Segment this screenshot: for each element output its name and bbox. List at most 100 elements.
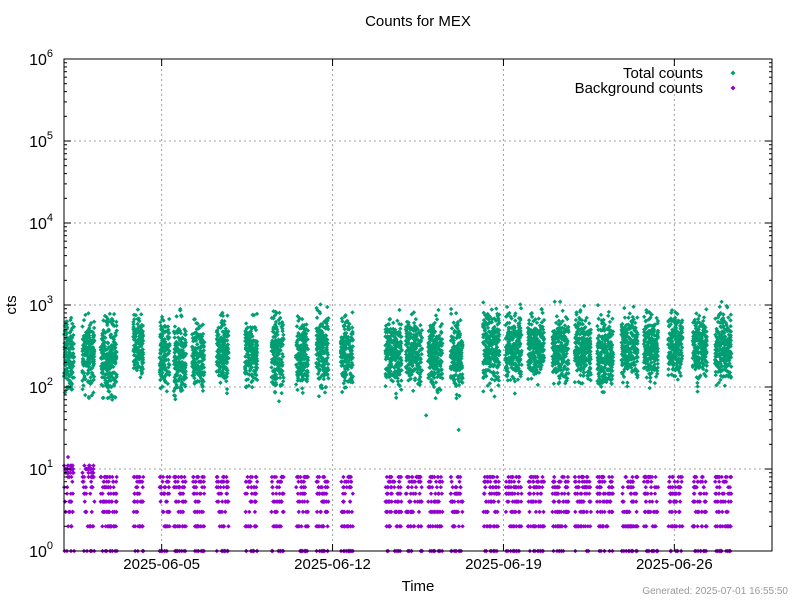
background-count-point [460, 509, 465, 515]
background-count-point [348, 479, 354, 484]
background-count-point [247, 479, 252, 484]
background-count-point [516, 479, 521, 484]
background-count-point [298, 474, 303, 480]
background-count-point [540, 524, 545, 529]
total-count-point [136, 363, 141, 369]
total-count-point [108, 335, 114, 340]
background-count-point [649, 499, 655, 504]
background-count-point [428, 491, 434, 496]
background-count-point [403, 509, 409, 515]
background-count-point [419, 484, 424, 490]
background-count-point [704, 491, 709, 496]
background-count-point [506, 499, 511, 504]
total-count-point [136, 330, 141, 335]
total-count-point [80, 324, 85, 329]
background-count-point [247, 509, 252, 515]
total-count-point [101, 318, 106, 323]
background-count-point [458, 484, 463, 490]
background-count-point [350, 524, 355, 529]
total-count-point [71, 355, 76, 360]
background-count-point [191, 474, 196, 480]
total-count-point [140, 347, 145, 352]
background-count-point [99, 474, 104, 480]
total-count-point [67, 359, 73, 364]
background-count-point [563, 479, 568, 484]
background-count-point [194, 509, 200, 515]
total-count-point [139, 371, 144, 376]
background-count-point [584, 509, 590, 515]
background-count-point [83, 484, 89, 490]
background-count-point [108, 491, 114, 496]
background-count-point [200, 474, 205, 480]
background-count-point [384, 474, 390, 480]
background-count-point [104, 474, 109, 480]
background-count-point [631, 499, 636, 504]
background-count-point [278, 524, 283, 529]
background-count-point [201, 479, 207, 484]
total-count-point [418, 323, 423, 328]
background-count-point [579, 524, 584, 529]
background-count-point [70, 509, 75, 515]
background-count-point [92, 499, 97, 504]
total-count-point [111, 370, 117, 375]
background-count-point [426, 499, 431, 504]
background-count-point [165, 474, 170, 480]
total-count-point [63, 349, 69, 354]
total-count-point [323, 385, 328, 390]
total-count-point [106, 389, 112, 394]
background-count-point [600, 474, 605, 480]
background-count-point [552, 484, 557, 490]
total-count-point [98, 345, 103, 350]
background-count-point [190, 479, 196, 484]
background-count-point [506, 474, 511, 480]
background-count-point [669, 509, 674, 515]
background-count-point [163, 499, 169, 504]
background-count-point [510, 499, 515, 504]
background-count-point [455, 491, 460, 496]
background-count-point [252, 509, 258, 515]
background-count-point [634, 509, 639, 515]
background-count-point [274, 484, 280, 490]
total-count-point [495, 370, 500, 376]
total-count-point [82, 361, 87, 366]
background-count-point [81, 474, 87, 480]
background-count-point [412, 524, 417, 529]
background-count-point [516, 524, 522, 529]
background-count-point [727, 484, 733, 490]
total-count-point [83, 312, 88, 318]
background-count-point [587, 491, 592, 496]
background-count-point [427, 479, 433, 484]
background-count-point [302, 499, 307, 504]
background-count-point [196, 479, 202, 484]
background-count-point [584, 474, 589, 480]
background-count-point [435, 474, 441, 480]
background-count-point [538, 491, 544, 496]
total-count-point [69, 325, 75, 331]
total-count-point [91, 335, 96, 340]
total-count-point [86, 364, 91, 370]
background-count-point [344, 484, 349, 490]
background-count-point [89, 484, 95, 490]
background-count-point [579, 499, 585, 504]
background-count-point [409, 479, 414, 484]
total-count-point [448, 306, 454, 312]
background-count-point [303, 524, 308, 529]
background-count-point [244, 524, 249, 529]
background-count-point [216, 479, 221, 484]
total-count-point [99, 336, 104, 342]
background-count-point [82, 499, 87, 504]
background-count-point [668, 484, 673, 490]
background-count-point [588, 509, 594, 515]
background-count-point [198, 491, 203, 496]
total-count-point [295, 387, 300, 393]
background-count-point [651, 509, 656, 515]
background-count-point [132, 474, 137, 480]
total-count-point [111, 351, 117, 356]
background-count-point [556, 524, 562, 529]
background-count-point [483, 499, 489, 504]
background-count-point [673, 499, 679, 504]
total-count-point [113, 361, 118, 366]
background-count-point [691, 479, 697, 484]
background-count-point [718, 524, 724, 529]
total-count-point [90, 372, 95, 377]
